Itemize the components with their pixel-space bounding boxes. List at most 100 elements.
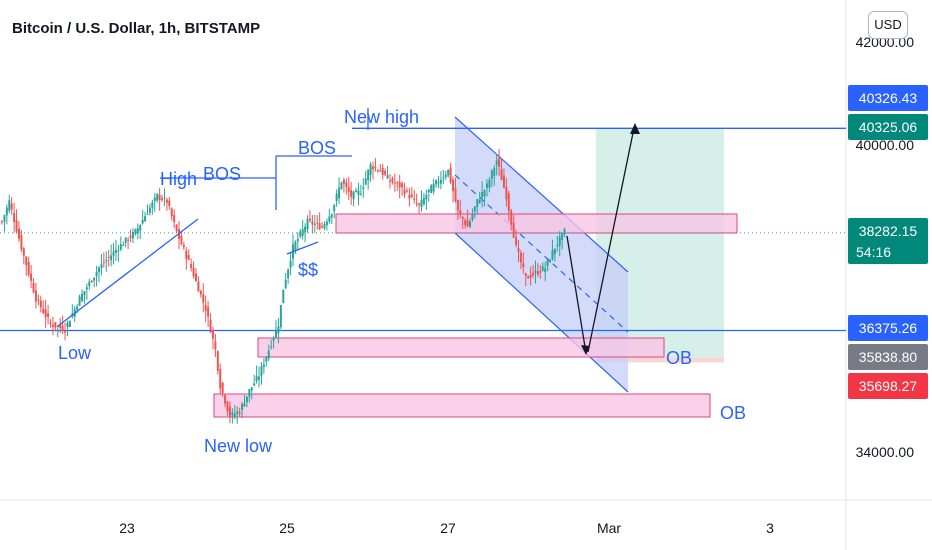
currency-button[interactable]: USD <box>868 11 908 39</box>
time-tick-label: 25 <box>279 520 295 536</box>
candle-body <box>245 396 248 403</box>
candle-body <box>27 262 30 275</box>
annotation-label: OB <box>666 348 692 368</box>
projection-down-arrowhead <box>581 345 590 355</box>
candle-body <box>262 364 265 368</box>
candle-body <box>308 218 311 221</box>
candle-body <box>88 281 91 287</box>
candle-body <box>364 178 367 185</box>
candle-body <box>42 308 45 313</box>
time-tick-label: 3 <box>766 520 774 536</box>
candle-body <box>323 223 326 229</box>
candle-body <box>146 213 149 215</box>
candle-body <box>102 262 105 264</box>
candle-body <box>294 241 297 251</box>
candle-body <box>328 216 331 222</box>
candle-body <box>347 186 350 192</box>
candle-body <box>381 167 384 175</box>
candle-body <box>524 273 527 276</box>
order-block-zone-2 <box>213 393 711 418</box>
candle-body <box>187 255 190 260</box>
candle-body <box>214 341 217 350</box>
candle-body <box>170 208 173 217</box>
candle-body <box>485 183 488 188</box>
candle-body <box>47 313 50 317</box>
candle-body <box>359 193 362 195</box>
candle-body <box>156 194 159 201</box>
candle-body <box>49 322 52 324</box>
candle-body <box>403 189 406 195</box>
candle-body <box>148 207 151 213</box>
price-badge-bg <box>848 114 928 140</box>
candle-body <box>34 290 37 302</box>
channel-mid-line <box>454 174 629 333</box>
candle-body <box>219 369 222 389</box>
candle-body <box>413 198 416 200</box>
candle-body <box>476 199 479 208</box>
candle-body <box>522 263 525 268</box>
candle-body <box>250 387 253 391</box>
candle-body <box>158 194 161 200</box>
candle-body <box>325 221 328 226</box>
candle-body <box>66 323 69 327</box>
candle-body <box>447 169 450 176</box>
price-badge-text: 40326.43 <box>859 90 918 106</box>
candle-body <box>367 170 370 181</box>
candle-body <box>241 404 244 410</box>
candle-body <box>277 326 280 334</box>
candle-body <box>95 272 98 277</box>
candle-body <box>466 220 469 227</box>
candle-body <box>449 167 452 183</box>
candle-body <box>122 244 125 246</box>
candle-body <box>304 226 307 232</box>
time-tick-label: Mar <box>597 520 621 536</box>
candle-body <box>529 275 532 278</box>
candle-body <box>93 277 96 281</box>
candle-body <box>393 182 396 184</box>
candle-body <box>357 190 360 195</box>
candle-body <box>287 269 290 279</box>
candle-body <box>510 210 513 225</box>
candle-body <box>224 395 227 404</box>
candle-body <box>500 169 503 181</box>
candle-body <box>243 403 246 407</box>
candle-body <box>338 187 341 199</box>
annotation-label: High <box>160 169 197 189</box>
candle-body <box>270 346 273 348</box>
candle-body <box>544 268 547 273</box>
candle-body <box>136 227 139 234</box>
candle-body <box>124 237 127 243</box>
candle-body <box>444 174 447 178</box>
candle-body <box>8 200 11 211</box>
candle-body <box>202 294 205 303</box>
candle-body <box>546 259 549 266</box>
candle-body <box>313 223 316 225</box>
candle-body <box>107 257 110 259</box>
candle-body <box>175 225 178 232</box>
time-tick-label: 27 <box>440 520 456 536</box>
candle-body <box>37 299 40 301</box>
price-badge-text: 38282.15 <box>859 223 918 239</box>
candle-body <box>39 300 42 308</box>
annotation-label: $$ <box>298 260 318 280</box>
candle-body <box>56 326 59 328</box>
candle-body <box>127 239 130 241</box>
projection-down-line <box>566 235 587 354</box>
candle-body <box>398 182 401 188</box>
candle-body <box>163 197 166 199</box>
candle-body <box>194 273 197 281</box>
candle-body <box>502 175 505 188</box>
candle-body <box>527 276 530 279</box>
candle-body <box>209 320 212 333</box>
candle-body <box>549 259 552 263</box>
candle-body <box>340 182 343 189</box>
candle-body <box>306 218 309 230</box>
candle-body <box>372 166 375 170</box>
candle-body <box>83 290 86 296</box>
candle-body <box>396 182 399 184</box>
price-tick-label: 40000.00 <box>856 137 915 153</box>
candle-body <box>64 330 67 333</box>
trendline-low <box>57 218 199 327</box>
order-block-zone-1 <box>257 337 665 358</box>
